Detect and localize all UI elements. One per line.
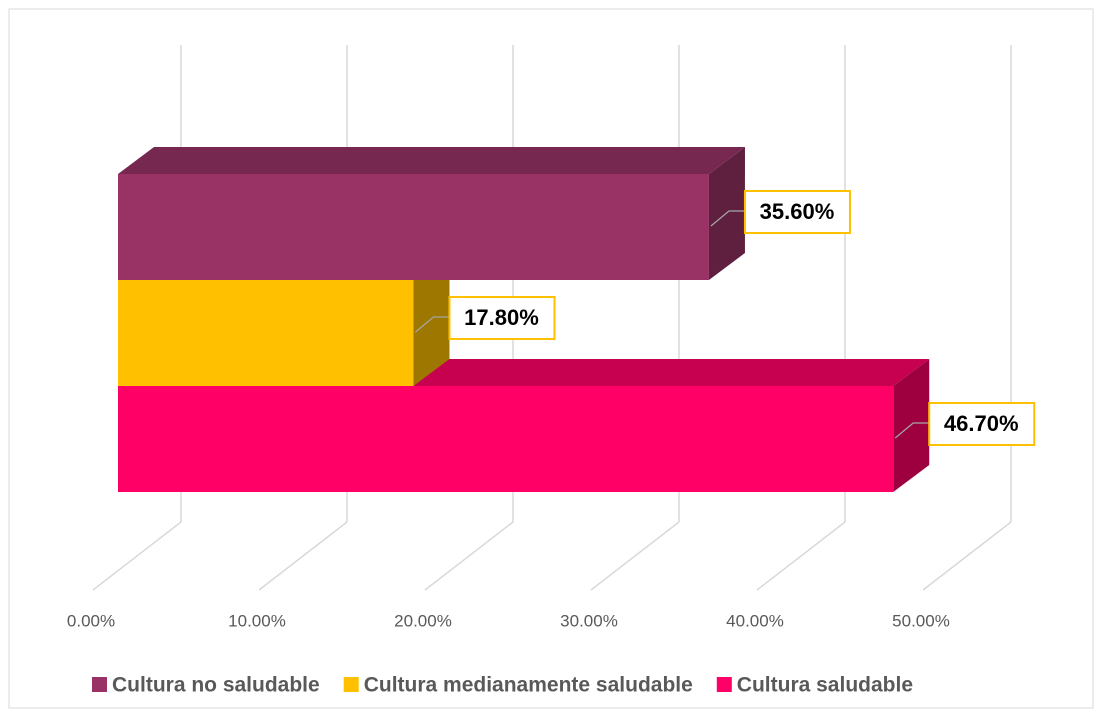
bar	[118, 280, 414, 386]
x-tick-label: 40.00%	[726, 611, 784, 630]
legend-swatch	[343, 677, 359, 692]
value-label-box	[743, 190, 851, 234]
legend-swatch	[716, 677, 732, 692]
legend-label: Cultura no saludable	[112, 674, 320, 697]
value-label: 17.80%	[464, 305, 539, 330]
grid-line	[424, 521, 514, 591]
leader-line	[894, 422, 930, 439]
value-label-box	[928, 402, 1036, 446]
grid-line	[92, 521, 182, 591]
bar	[118, 386, 894, 492]
legend-label: Cultura medianamente saludable	[364, 674, 693, 697]
bar-side	[413, 253, 450, 386]
x-tick-label: 10.00%	[228, 611, 286, 630]
leader-line	[710, 210, 745, 227]
legend-label: Cultura saludable	[737, 674, 913, 697]
x-tick-label: 0.00%	[67, 611, 115, 630]
x-tick-label: 30.00%	[560, 611, 618, 630]
value-label: 46.70%	[944, 411, 1019, 436]
bar-top	[118, 147, 745, 174]
grid-line	[922, 521, 1012, 591]
leader-line	[415, 316, 450, 333]
value-label: 35.60%	[760, 199, 835, 224]
bar	[118, 174, 709, 280]
grid-line	[590, 521, 680, 591]
legend-swatch	[92, 677, 107, 692]
bar-side	[708, 147, 745, 280]
bar-side	[893, 359, 930, 492]
grid-line	[756, 521, 846, 591]
value-label-box	[448, 296, 556, 340]
x-tick-label: 50.00%	[892, 611, 950, 630]
grid-line	[258, 521, 348, 591]
x-tick-label: 20.00%	[394, 611, 452, 630]
